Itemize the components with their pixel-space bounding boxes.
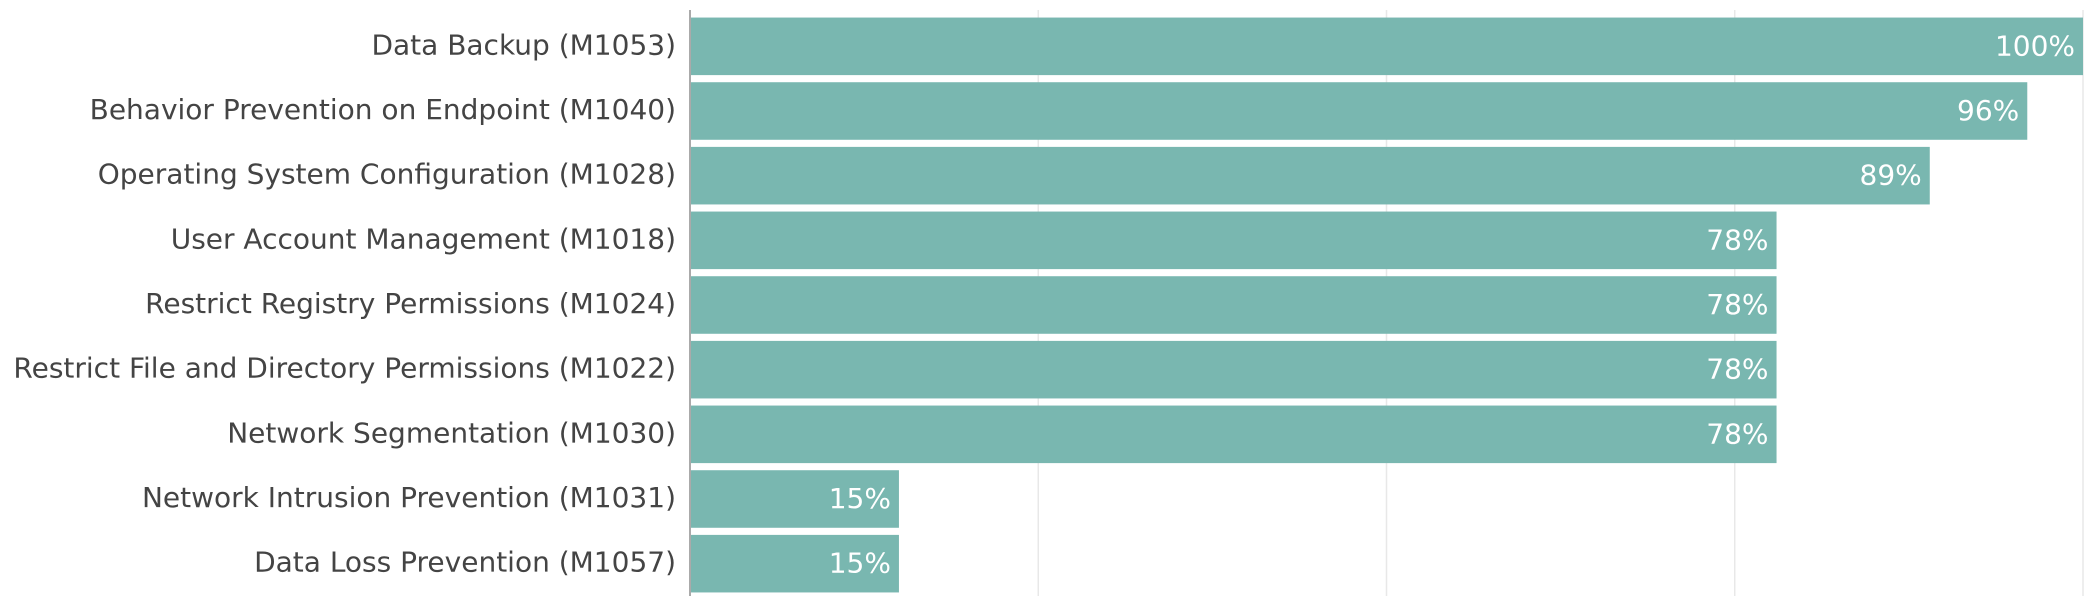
value-label: 89%	[1860, 159, 1922, 192]
value-label: 78%	[1706, 223, 1768, 256]
y-tick-label: Operating System Configuration (M1028)	[98, 158, 676, 191]
bar	[690, 17, 2083, 76]
value-label: 15%	[829, 482, 891, 515]
y-tick-label: User Account Management (M1018)	[171, 222, 676, 255]
bar	[690, 340, 1777, 399]
y-tick-label: Behavior Prevention on Endpoint (M1040)	[90, 93, 676, 126]
bar	[690, 211, 1777, 270]
bar	[690, 470, 899, 528]
value-label: 100%	[1995, 29, 2075, 62]
value-label: 78%	[1706, 288, 1768, 321]
y-tick-label: Network Segmentation (M1030)	[227, 416, 676, 449]
y-tick-label: Network Intrusion Prevention (M1031)	[142, 481, 676, 514]
value-label: 15%	[829, 547, 891, 580]
value-label: 78%	[1706, 417, 1768, 450]
bar	[690, 276, 1777, 334]
y-tick-label: Data Backup (M1053)	[371, 28, 676, 61]
bar	[690, 534, 899, 593]
value-label: 78%	[1706, 353, 1768, 386]
bar	[690, 146, 1930, 205]
y-tick-label: Restrict Registry Permissions (M1024)	[145, 287, 676, 320]
bar	[690, 405, 1777, 464]
y-tick-label: Restrict File and Directory Permissions …	[13, 352, 676, 385]
y-tick-label: Data Loss Prevention (M1057)	[254, 546, 676, 579]
bar	[690, 82, 2028, 140]
value-label: 96%	[1957, 94, 2019, 127]
